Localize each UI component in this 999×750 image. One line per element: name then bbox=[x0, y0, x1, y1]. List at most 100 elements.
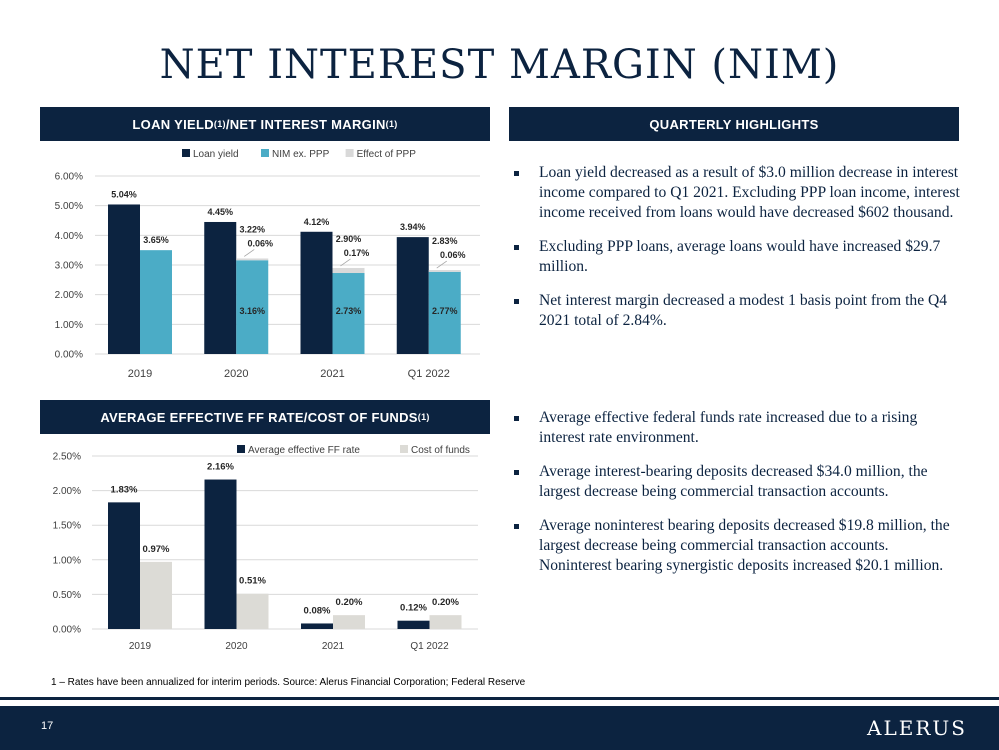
leader-line bbox=[436, 260, 447, 269]
bar-cost-of-funds bbox=[429, 615, 462, 629]
loan-yield-header-text: LOAN YIELD bbox=[132, 116, 214, 132]
footer-bar: 17 ALERUS bbox=[0, 706, 999, 750]
footer-rule bbox=[0, 697, 999, 700]
brand-logo: ALERUS bbox=[867, 716, 967, 740]
y-tick-label: 2.00% bbox=[53, 486, 81, 497]
data-label-cost-of-funds: 0.20% bbox=[432, 597, 459, 608]
footnote: 1 – Rates have been annualized for inter… bbox=[51, 677, 526, 688]
bar-ff-rate bbox=[204, 479, 237, 629]
data-label-cost-of-funds: 0.20% bbox=[336, 597, 363, 608]
x-tick-label: Q1 2022 bbox=[408, 368, 450, 380]
legend-label: NIM ex. PPP bbox=[272, 149, 330, 160]
bar-nim-ex-ppp bbox=[428, 271, 461, 354]
x-tick-label: Q1 2022 bbox=[410, 641, 449, 652]
loan-yield-header: LOAN YIELD (1)/NET INTEREST MARGIN (1) bbox=[40, 107, 490, 141]
data-label-effect-of-ppp: 0.06% bbox=[440, 250, 466, 260]
data-label-loan-yield: 3.94% bbox=[400, 222, 426, 232]
data-label-effect-of-ppp: 0.17% bbox=[344, 248, 370, 258]
bar-ff-rate bbox=[397, 620, 430, 629]
y-tick-label: 0.00% bbox=[55, 350, 83, 361]
data-label-ff-rate: 0.08% bbox=[304, 605, 331, 616]
legend-label: Effect of PPP bbox=[357, 149, 417, 160]
bar-effect-of-ppp bbox=[332, 267, 365, 274]
y-tick-label: 2.00% bbox=[55, 290, 83, 301]
y-tick-label: 1.00% bbox=[55, 320, 83, 331]
data-label-nim-ex-ppp: 2.73% bbox=[336, 306, 362, 316]
leader-line bbox=[340, 258, 351, 267]
data-label-total: 2.90% bbox=[336, 234, 362, 244]
highlight-item: Average effective federal funds rate inc… bbox=[510, 408, 960, 448]
x-tick-label: 2020 bbox=[225, 641, 248, 652]
data-label-ff-rate: 0.12% bbox=[400, 603, 427, 614]
x-tick-label: 2019 bbox=[129, 641, 152, 652]
bar-ff-rate bbox=[301, 623, 333, 629]
y-tick-label: 4.00% bbox=[55, 231, 83, 242]
data-label-cost-of-funds: 0.51% bbox=[239, 576, 266, 587]
legend-swatch bbox=[261, 149, 269, 157]
loan-yield-header-middle: /NET INTEREST MARGIN bbox=[225, 116, 386, 132]
legend-label: Average effective FF rate bbox=[248, 445, 360, 456]
y-tick-label: 5.00% bbox=[55, 201, 83, 212]
bar-nim-ex-ppp bbox=[140, 250, 172, 354]
y-tick-label: 6.00% bbox=[55, 172, 83, 183]
x-tick-label: 2021 bbox=[322, 641, 345, 652]
bar-loan-yield bbox=[300, 231, 333, 354]
bar-nim-ex-ppp bbox=[332, 273, 365, 354]
quarterly-highlights-header-text: QUARTERLY HIGHLIGHTS bbox=[649, 116, 819, 132]
bar-effect-of-ppp bbox=[236, 258, 269, 261]
bar-cost-of-funds bbox=[236, 593, 269, 629]
highlight-item: Loan yield decreased as a result of $3.0… bbox=[510, 163, 960, 223]
page-title: NET INTEREST MARGIN (NIM) bbox=[159, 42, 840, 88]
data-label-effect-of-ppp: 0.06% bbox=[247, 238, 273, 248]
ff-rate-cost-of-funds-chart: 0.00% 0.50% 1.00% 1.50% 2.00% 2.50% 1.83% 0.97%… bbox=[53, 445, 478, 652]
highlight-item: Net interest margin decreased a modest 1… bbox=[510, 291, 960, 331]
legend-swatch bbox=[400, 445, 408, 453]
data-label-loan-yield: 5.04% bbox=[111, 189, 137, 199]
loan-yield-header-sup1: (1) bbox=[213, 119, 226, 129]
page-number: 17 bbox=[41, 720, 54, 732]
data-label-cost-of-funds: 0.97% bbox=[143, 544, 170, 555]
highlight-item: Excluding PPP loans, average loans would… bbox=[510, 237, 960, 277]
data-label-nim-ex-ppp: 3.65% bbox=[143, 235, 169, 245]
ff-rate-header: AVERAGE EFFECTIVE FF RATE/COST OF FUNDS(… bbox=[40, 400, 490, 434]
y-tick-label: 1.50% bbox=[53, 521, 81, 532]
data-label-loan-yield: 4.45% bbox=[207, 207, 233, 217]
data-label-nim-ex-ppp: 3.16% bbox=[239, 306, 265, 316]
y-tick-label: 0.00% bbox=[53, 625, 81, 636]
legend-swatch bbox=[237, 445, 245, 453]
y-tick-label: 3.00% bbox=[55, 261, 83, 272]
data-label-ff-rate: 1.83% bbox=[111, 484, 138, 495]
legend-swatch bbox=[345, 149, 354, 157]
y-tick-label: 2.50% bbox=[53, 452, 81, 463]
ff-rate-header-text: AVERAGE EFFECTIVE FF RATE/COST OF FUNDS bbox=[100, 409, 418, 425]
bar-cost-of-funds bbox=[140, 561, 172, 629]
loan-yield-nim-chart: 0.00% 1.00% 2.00% 3.00% 4.00% 5.00% 6.00% 5.04%… bbox=[55, 149, 480, 380]
y-tick-label: 1.00% bbox=[53, 555, 81, 566]
data-label-total: 2.83% bbox=[432, 236, 458, 246]
bar-loan-yield bbox=[108, 204, 140, 354]
x-tick-label: 2019 bbox=[128, 368, 152, 380]
loan-yield-header-sup2: (1) bbox=[385, 119, 398, 129]
highlights-bottom-list: Average effective federal funds rate inc… bbox=[510, 408, 960, 590]
data-label-nim-ex-ppp: 2.77% bbox=[432, 306, 458, 316]
data-label-ff-rate: 2.16% bbox=[207, 462, 234, 473]
bar-loan-yield bbox=[396, 237, 429, 354]
x-tick-label: 2021 bbox=[320, 368, 344, 380]
highlight-item: Average noninterest bearing deposits dec… bbox=[510, 516, 960, 576]
legend-swatch bbox=[182, 149, 190, 157]
bar-cost-of-funds bbox=[333, 615, 365, 629]
data-label-loan-yield: 4.12% bbox=[304, 217, 330, 227]
x-tick-label: 2020 bbox=[224, 368, 248, 380]
data-label-total: 3.22% bbox=[239, 224, 265, 234]
quarterly-highlights-header: QUARTERLY HIGHLIGHTS bbox=[509, 107, 959, 141]
y-tick-label: 0.50% bbox=[53, 590, 81, 601]
bar-nim-ex-ppp bbox=[236, 260, 269, 354]
bar-loan-yield bbox=[204, 221, 237, 354]
bar-ff-rate bbox=[108, 502, 140, 629]
highlights-top-list: Loan yield decreased as a result of $3.0… bbox=[510, 163, 960, 345]
highlight-item: Average interest-bearing deposits decrea… bbox=[510, 462, 960, 502]
ff-rate-header-sup: (1) bbox=[417, 412, 430, 422]
legend-label: Cost of funds bbox=[411, 445, 470, 456]
bar-effect-of-ppp bbox=[428, 270, 461, 272]
legend-label: Loan yield bbox=[193, 149, 239, 160]
